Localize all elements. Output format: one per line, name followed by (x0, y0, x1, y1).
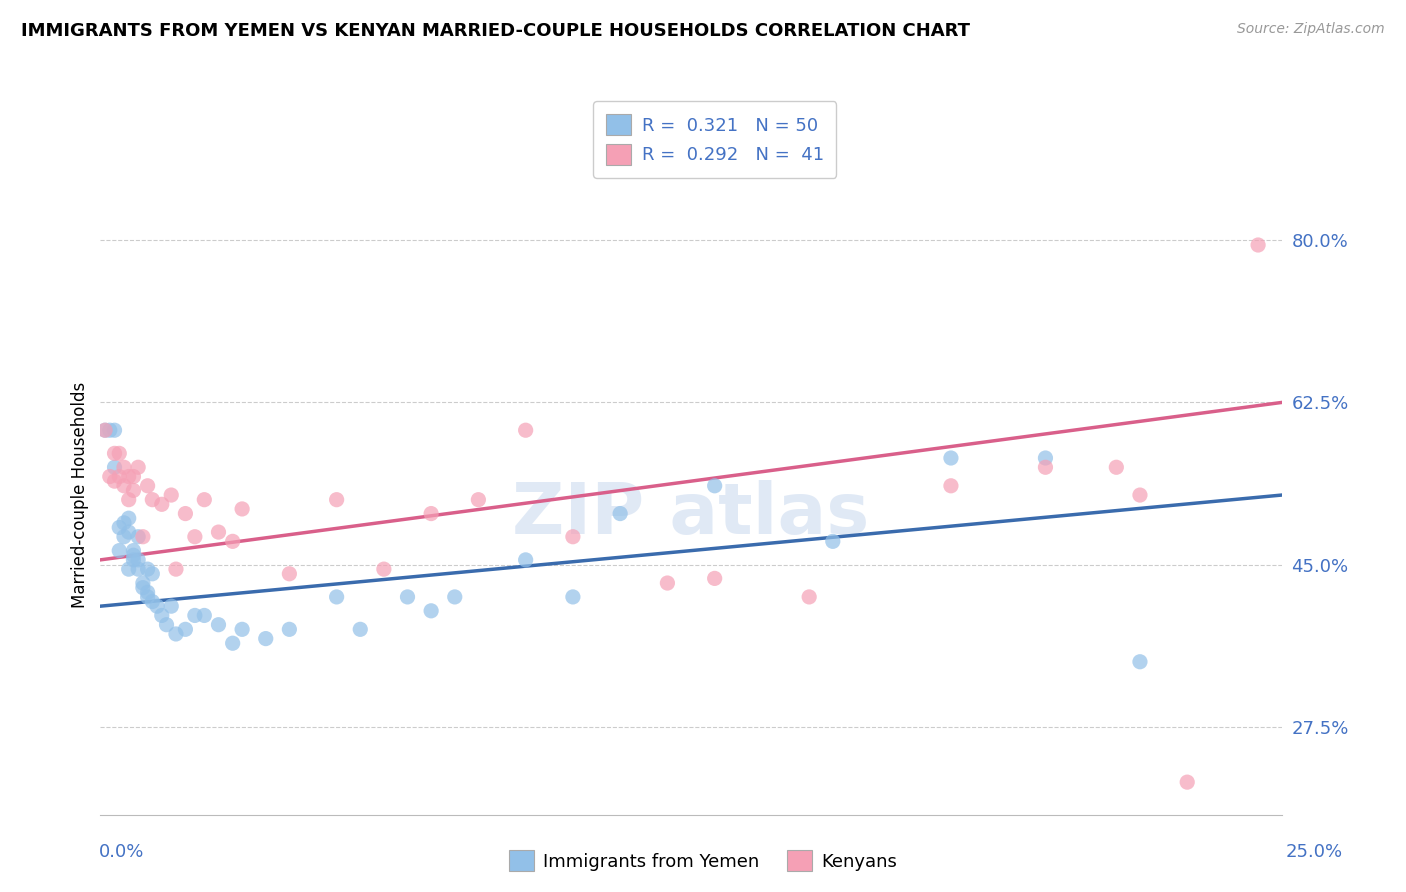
Point (122, 553, 145, 567)
Point (939, 479, 962, 493)
Text: Source: ZipAtlas.com: Source: ZipAtlas.com (1237, 22, 1385, 37)
Point (1175, 775, 1198, 789)
Point (122, 483, 145, 498)
Point (103, 423, 125, 437)
Point (799, 590, 821, 604)
Point (150, 608, 173, 623)
Point (118, 525, 141, 540)
Point (103, 460, 125, 475)
Point (657, 576, 679, 591)
Point (160, 599, 183, 614)
Point (278, 623, 301, 637)
Point (127, 562, 149, 576)
Text: IMMIGRANTS FROM YEMEN VS KENYAN MARRIED-COUPLE HOUSEHOLDS CORRELATION CHART: IMMIGRANTS FROM YEMEN VS KENYAN MARRIED-… (21, 22, 970, 40)
Point (112, 460, 135, 475)
Point (122, 543, 145, 558)
Point (122, 548, 145, 562)
Point (112, 479, 135, 493)
Point (165, 627, 187, 641)
Point (231, 502, 253, 516)
Point (118, 469, 141, 483)
Point (94, 423, 117, 437)
Point (108, 446, 131, 460)
Legend: Immigrants from Yemen, Kenyans: Immigrants from Yemen, Kenyans (502, 843, 904, 879)
Point (184, 530, 207, 544)
Point (136, 590, 159, 604)
Point (127, 460, 149, 475)
Point (118, 562, 141, 576)
Point (193, 492, 215, 507)
Point (1035, 450, 1057, 465)
Point (703, 571, 725, 585)
Point (420, 604, 443, 618)
Point (254, 632, 277, 646)
Point (443, 590, 465, 604)
Point (609, 507, 631, 521)
Point (420, 507, 443, 521)
Point (136, 585, 159, 599)
Point (108, 520, 131, 534)
Point (98, 423, 121, 437)
Text: 25.0%: 25.0% (1285, 843, 1343, 861)
Point (112, 516, 135, 530)
Text: ZIP atlas: ZIP atlas (512, 480, 870, 549)
Point (1129, 655, 1152, 669)
Point (207, 525, 229, 540)
Point (132, 576, 155, 591)
Point (141, 566, 163, 581)
Point (132, 530, 155, 544)
Point (165, 562, 187, 576)
Point (184, 608, 207, 623)
Point (939, 450, 962, 465)
Point (1129, 488, 1152, 502)
Point (103, 446, 125, 460)
Point (108, 469, 131, 483)
Point (221, 534, 243, 549)
Point (561, 530, 583, 544)
Text: 0.0%: 0.0% (98, 843, 143, 861)
Point (515, 423, 537, 437)
Point (821, 534, 844, 549)
Point (221, 636, 243, 650)
Point (1105, 460, 1128, 475)
Point (396, 590, 419, 604)
Point (207, 617, 229, 632)
Point (122, 469, 145, 483)
Point (127, 530, 149, 544)
Legend: R =  0.321   N = 50, R =  0.292   N =  41: R = 0.321 N = 50, R = 0.292 N = 41 (593, 102, 837, 178)
Point (174, 507, 197, 521)
Point (94, 423, 117, 437)
Point (373, 562, 395, 576)
Point (515, 553, 537, 567)
Point (136, 562, 159, 576)
Point (132, 581, 155, 595)
Point (155, 617, 177, 632)
Point (127, 553, 149, 567)
Point (231, 623, 253, 637)
Point (174, 623, 197, 637)
Point (103, 474, 125, 488)
Point (1035, 460, 1057, 475)
Point (112, 530, 135, 544)
Point (703, 479, 725, 493)
Point (118, 511, 141, 525)
Point (349, 623, 371, 637)
Point (325, 590, 347, 604)
Point (108, 543, 131, 558)
Point (146, 599, 169, 614)
Point (136, 479, 159, 493)
Point (141, 492, 163, 507)
Point (160, 488, 183, 502)
Point (141, 594, 163, 608)
Point (467, 492, 489, 507)
Point (325, 492, 347, 507)
Point (278, 566, 301, 581)
Point (118, 492, 141, 507)
Point (1247, 238, 1270, 252)
Point (98, 469, 121, 483)
Point (193, 608, 215, 623)
Point (561, 590, 583, 604)
Y-axis label: Married-couple Households: Married-couple Households (72, 382, 89, 608)
Point (150, 497, 173, 511)
